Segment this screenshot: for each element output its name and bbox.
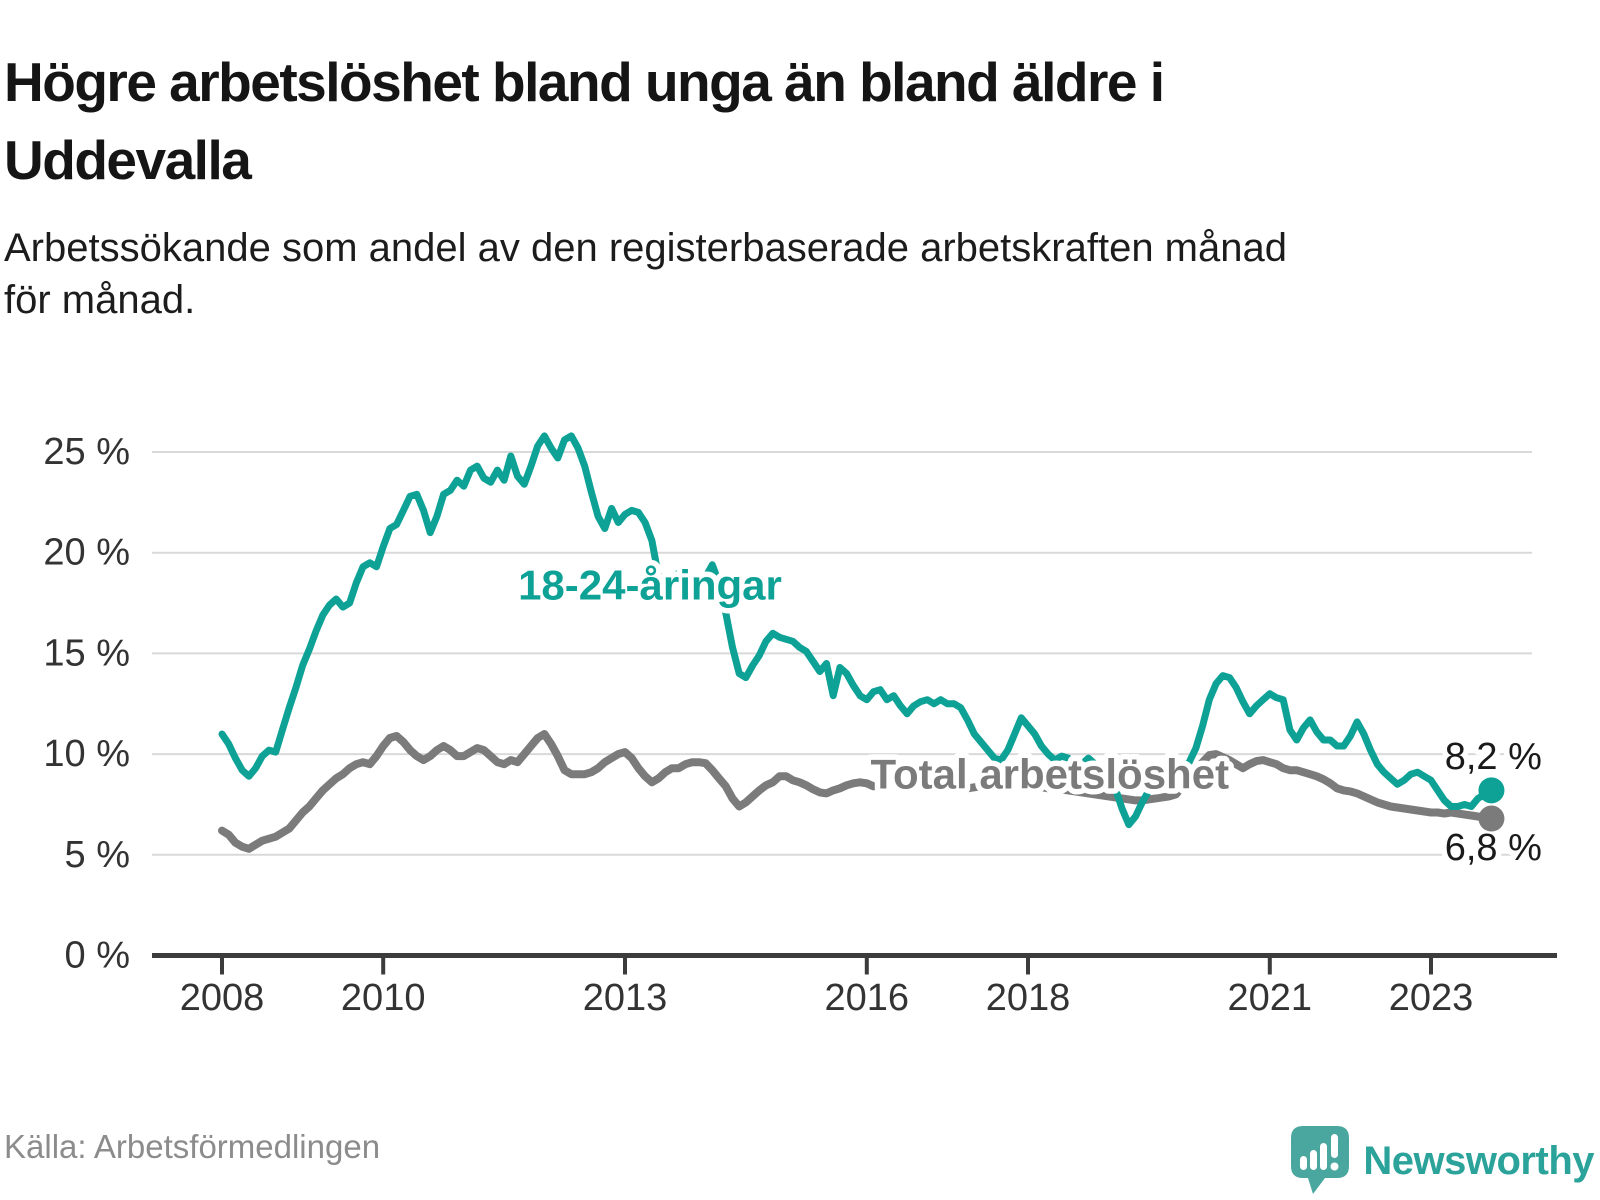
- x-tick-label-2010: 2010: [341, 977, 426, 1019]
- y-tick-label-0: 0 %: [65, 935, 130, 977]
- x-tick-label-2008: 2008: [180, 977, 265, 1019]
- y-tick-label-25: 25 %: [43, 431, 130, 473]
- y-tick-label-5: 5 %: [65, 834, 130, 876]
- x-tick-label-2021: 2021: [1228, 977, 1313, 1019]
- end-dot-youth: [1478, 777, 1505, 804]
- y-tick-label-20: 20 %: [43, 532, 130, 574]
- end-dot-total: [1478, 805, 1505, 832]
- x-tick-label-2013: 2013: [583, 977, 668, 1019]
- youth-series-label: 18-24-åringar: [518, 561, 782, 608]
- newsworthy-logo: Newsworthy: [1291, 1126, 1594, 1196]
- y-tick-label-10: 10 %: [43, 733, 130, 775]
- exclamation-stem: [1331, 1134, 1339, 1158]
- page-title: Högre arbetslöshet bland unga än bland ä…: [4, 43, 1544, 199]
- x-tick-label-2018: 2018: [986, 977, 1071, 1019]
- newsworthy-wordmark: Newsworthy: [1363, 1138, 1594, 1183]
- source-note: Källa: Arbetsförmedlingen: [4, 1128, 381, 1165]
- page-title-line2: Uddevalla: [4, 128, 252, 191]
- bar-2: [1310, 1150, 1318, 1170]
- total-end-value: 6,8 %: [1445, 827, 1542, 869]
- page-title-line1: Högre arbetslöshet bland unga än bland ä…: [4, 50, 1165, 113]
- bar-1: [1300, 1156, 1308, 1170]
- total-series-label: Total arbetslöshet: [870, 751, 1229, 798]
- page-subtitle: Arbetssökande som andel av den registerb…: [4, 222, 1544, 326]
- series-line-total: [218, 730, 1496, 853]
- exclamation-dot: [1330, 1162, 1339, 1171]
- youth-end-value: 8,2 %: [1445, 736, 1542, 778]
- page-subtitle-line2: för månad.: [4, 278, 196, 322]
- page-subtitle-line1: Arbetssökande som andel av den registerb…: [4, 226, 1287, 270]
- newsworthy-pin-icon: [1291, 1126, 1350, 1194]
- bar-3: [1320, 1143, 1328, 1170]
- x-tick-label-2023: 2023: [1389, 977, 1474, 1019]
- series-line-youth: [218, 432, 1495, 829]
- x-tick-label-2016: 2016: [825, 977, 910, 1019]
- y-tick-label-15: 15 %: [43, 632, 130, 674]
